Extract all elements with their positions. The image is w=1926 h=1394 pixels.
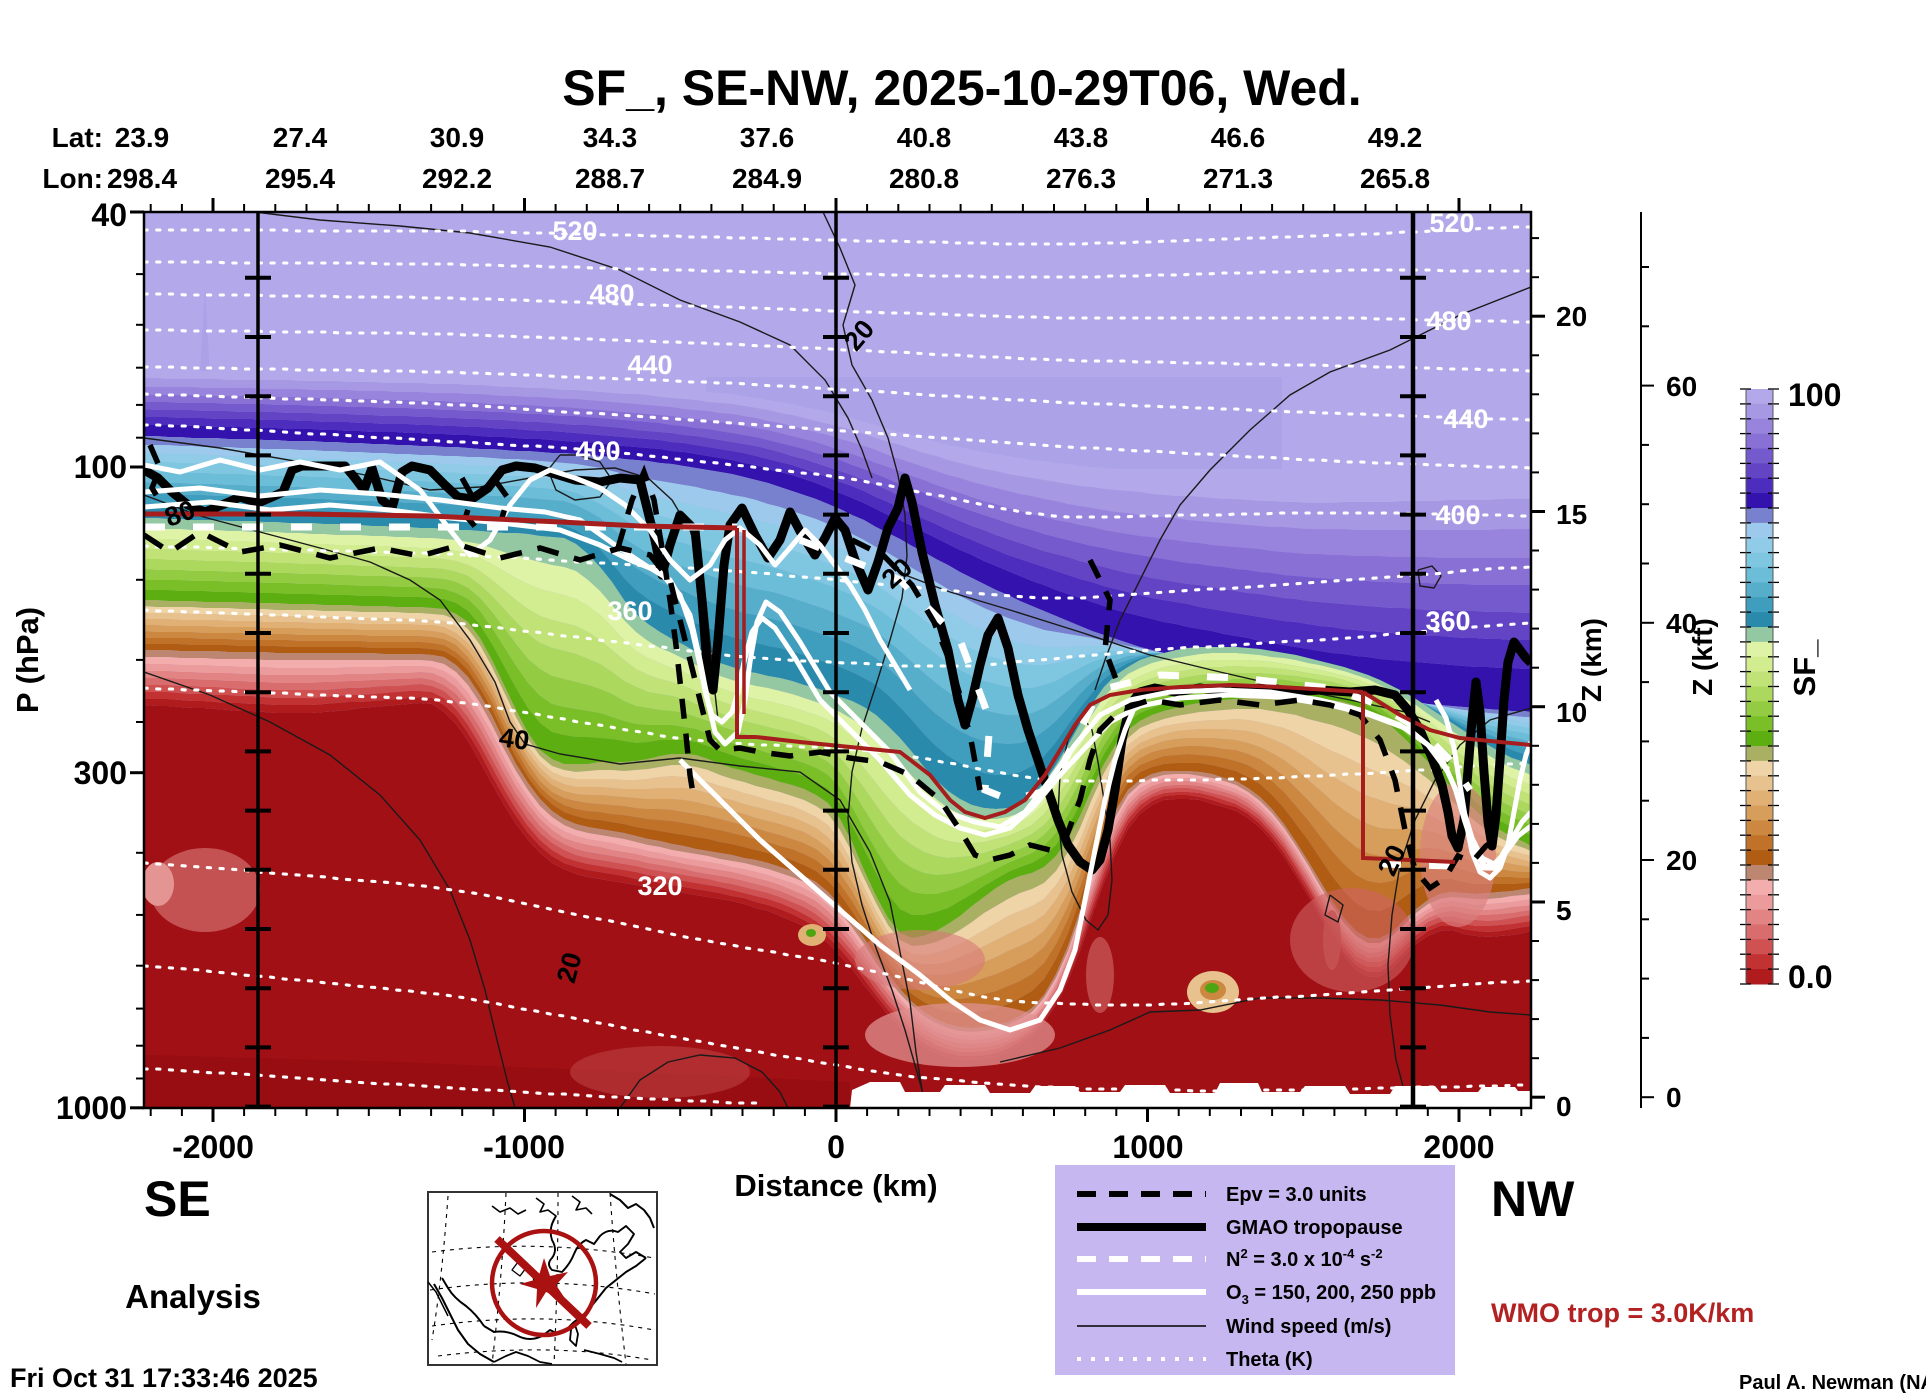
svg-text:30.9: 30.9 <box>430 122 485 153</box>
svg-text:-1000: -1000 <box>483 1129 565 1165</box>
svg-text:Fri Oct 31 17:33:46 2025: Fri Oct 31 17:33:46 2025 <box>10 1363 318 1393</box>
svg-text:Paul A. Newman (NASA: Paul A. Newman (NASA <box>1739 1372 1926 1394</box>
svg-text:Z (kft): Z (kft) <box>1687 618 1718 696</box>
svg-text:N2 = 3.0 x 10-4 s-2: N2 = 3.0 x 10-4 s-2 <box>1226 1246 1383 1271</box>
svg-text:440: 440 <box>1443 404 1488 434</box>
svg-text:0: 0 <box>1556 1091 1572 1122</box>
svg-text:37.6: 37.6 <box>740 122 795 153</box>
svg-text:27.4: 27.4 <box>273 122 328 153</box>
svg-text:265.8: 265.8 <box>1360 163 1430 194</box>
svg-text:Analysis: Analysis <box>125 1278 261 1315</box>
svg-text:34.3: 34.3 <box>583 122 638 153</box>
svg-text:46.6: 46.6 <box>1211 122 1266 153</box>
svg-text:2000: 2000 <box>1423 1129 1494 1165</box>
svg-text:480: 480 <box>1426 306 1471 336</box>
svg-text:0.0: 0.0 <box>1788 959 1832 995</box>
svg-text:GMAO tropopause: GMAO tropopause <box>1226 1217 1403 1239</box>
svg-text:284.9: 284.9 <box>732 163 802 194</box>
svg-text:40: 40 <box>1666 608 1697 639</box>
svg-text:300: 300 <box>74 755 127 791</box>
svg-text:Z (km): Z (km) <box>1576 618 1607 702</box>
svg-text:20: 20 <box>1666 845 1697 876</box>
svg-text:480: 480 <box>589 279 634 309</box>
svg-text:Theta (K): Theta (K) <box>1226 1349 1313 1371</box>
svg-text:360: 360 <box>607 596 652 626</box>
svg-text:20: 20 <box>1556 301 1587 332</box>
svg-text:SF_, SE-NW, 2025-10-29T06, Wed: SF_, SE-NW, 2025-10-29T06, Wed. <box>562 60 1361 116</box>
svg-text:288.7: 288.7 <box>575 163 645 194</box>
svg-text:43.8: 43.8 <box>1054 122 1109 153</box>
svg-text:-2000: -2000 <box>172 1129 254 1165</box>
svg-text:100: 100 <box>1788 377 1841 413</box>
svg-text:40.8: 40.8 <box>897 122 952 153</box>
svg-text:440: 440 <box>627 350 672 380</box>
svg-text:NW: NW <box>1491 1171 1575 1227</box>
svg-text:292.2: 292.2 <box>422 163 492 194</box>
svg-text:Lon:: Lon: <box>42 163 103 194</box>
svg-text:0: 0 <box>827 1129 845 1165</box>
svg-text:SE: SE <box>144 1171 211 1227</box>
svg-text:Distance (km): Distance (km) <box>734 1168 937 1203</box>
svg-text:Wind speed (m/s): Wind speed (m/s) <box>1226 1316 1391 1338</box>
svg-text:280.8: 280.8 <box>889 163 959 194</box>
svg-text:400: 400 <box>1435 500 1480 530</box>
svg-text:320: 320 <box>637 871 682 901</box>
svg-text:271.3: 271.3 <box>1203 163 1273 194</box>
svg-text:360: 360 <box>1425 606 1470 636</box>
svg-text:520: 520 <box>1429 208 1474 238</box>
svg-text:5: 5 <box>1556 895 1572 926</box>
svg-text:1000: 1000 <box>56 1090 127 1126</box>
svg-text:SF_: SF_ <box>1787 639 1822 697</box>
svg-text:0: 0 <box>1666 1082 1682 1113</box>
svg-text:P (hPa): P (hPa) <box>10 607 45 713</box>
svg-text:40: 40 <box>91 197 127 233</box>
svg-text:60: 60 <box>1666 371 1697 402</box>
svg-text:1000: 1000 <box>1112 1129 1183 1165</box>
svg-text:O3 = 150, 200, 250 ppb: O3 = 150, 200, 250 ppb <box>1226 1282 1436 1307</box>
svg-text:100: 100 <box>74 449 127 485</box>
svg-text:49.2: 49.2 <box>1368 122 1423 153</box>
svg-text:Epv = 3.0 units: Epv = 3.0 units <box>1226 1184 1367 1206</box>
svg-text:400: 400 <box>575 436 620 466</box>
svg-text:276.3: 276.3 <box>1046 163 1116 194</box>
svg-text:40: 40 <box>497 722 531 756</box>
svg-text:520: 520 <box>552 216 597 246</box>
svg-text:Lat:: Lat: <box>52 122 103 153</box>
svg-text:298.4: 298.4 <box>107 163 177 194</box>
svg-text:15: 15 <box>1556 499 1587 530</box>
svg-text:10: 10 <box>1556 697 1587 728</box>
svg-text:23.9: 23.9 <box>115 122 170 153</box>
svg-text:WMO trop = 3.0K/km: WMO trop = 3.0K/km <box>1491 1298 1754 1328</box>
svg-text:295.4: 295.4 <box>265 163 335 194</box>
